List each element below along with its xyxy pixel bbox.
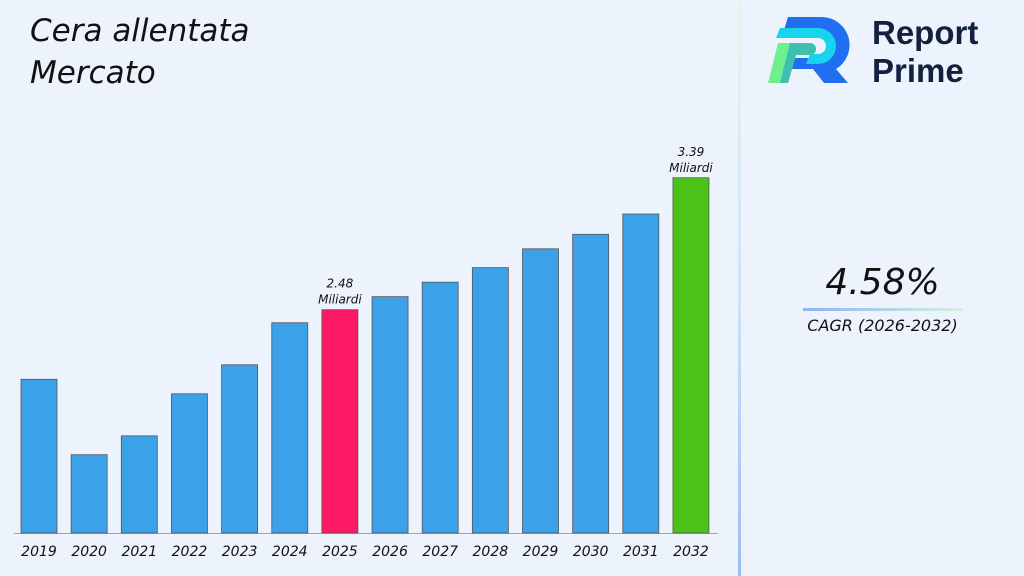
x-tick-label: 2024 — [272, 544, 308, 560]
bar-2024 — [271, 322, 309, 534]
bar-2032 — [672, 177, 710, 534]
report-prime-logo-icon — [768, 16, 850, 84]
bar-2030 — [572, 233, 610, 534]
title-line-1: Cera allentata — [30, 13, 250, 49]
bar-2019 — [20, 378, 58, 534]
bar-2027 — [421, 281, 459, 534]
data-label-value: 2.48 — [327, 277, 354, 291]
title-line-2: Mercato — [30, 55, 156, 91]
brand-line-1: Report — [872, 14, 979, 51]
data-label-unit: Miliardi — [669, 161, 713, 175]
bar-2020 — [70, 454, 108, 534]
x-tick-label: 2020 — [71, 544, 107, 560]
x-tick-label: 2027 — [422, 544, 458, 560]
cagr-value: 4.58% — [825, 262, 940, 303]
x-tick-label: 2030 — [573, 544, 609, 560]
x-tick-label: 2025 — [322, 544, 358, 560]
bar-2029 — [522, 248, 559, 534]
brand-line-2: Prime — [872, 52, 964, 89]
bar-2021 — [120, 435, 158, 534]
data-label-value: 3.39 — [678, 145, 705, 159]
bar-2023 — [221, 364, 259, 534]
bar-2025 — [321, 309, 359, 534]
x-tick-label: 2031 — [623, 544, 659, 560]
x-tick-label: 2026 — [372, 544, 408, 560]
x-tick-label: 2029 — [523, 544, 559, 560]
cagr-underline — [803, 308, 963, 311]
chart-title: Cera allentata Mercato — [30, 10, 250, 94]
bar-2031 — [622, 213, 660, 534]
cagr-label: CAGR (2026-2032) — [807, 316, 958, 335]
x-tick-label: 2023 — [222, 544, 258, 560]
x-tick-label: 2028 — [473, 544, 509, 560]
bar-chart: 2019 2020 2021 2022 2023 2024 2025 2.48 Miliardi… — [14, 145, 718, 560]
divider — [738, 0, 741, 576]
data-label-unit: Miliardi — [318, 293, 362, 307]
brand-name: Report Prime — [872, 14, 978, 90]
bar-2026 — [371, 296, 409, 534]
x-tick-label: 2019 — [21, 544, 57, 560]
bar-2022 — [171, 393, 208, 534]
x-tick-label: 2021 — [121, 544, 157, 560]
x-tick-label: 2022 — [172, 544, 208, 560]
bar-2028 — [471, 267, 509, 534]
x-tick-label: 2032 — [673, 544, 709, 560]
